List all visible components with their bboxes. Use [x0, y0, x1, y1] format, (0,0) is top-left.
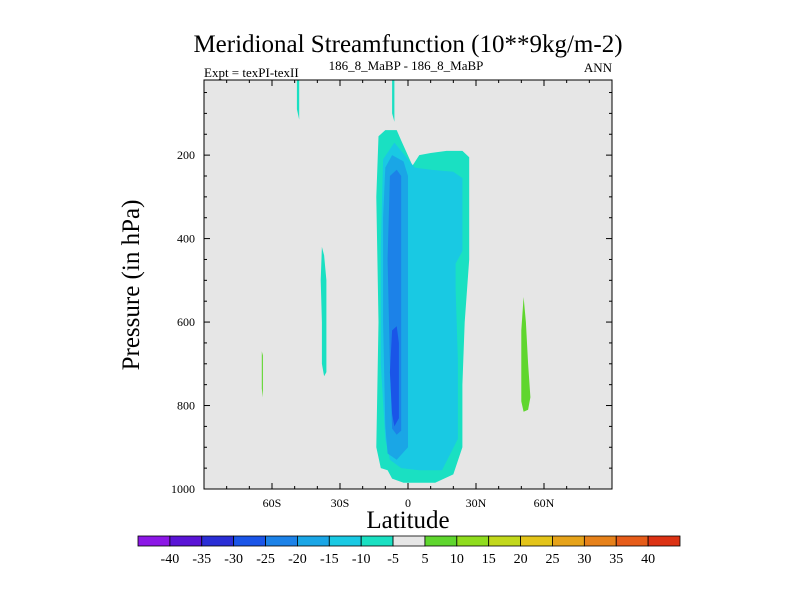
colorbar-tick-label: -35 [192, 552, 211, 567]
y-axis-ticks: 200 400 600 800 1000 [171, 92, 612, 496]
colorbar-swatch [392, 535, 426, 547]
colorbar-swatch [297, 535, 330, 547]
x-tick-label: 0 [405, 496, 411, 510]
x-tick-label: 60S [263, 496, 282, 510]
colorbar-swatch [583, 535, 617, 547]
colorbar-tick-label: -30 [224, 552, 243, 567]
colorbar-tick-label: 5 [421, 552, 428, 567]
x-tick-label: 60N [534, 496, 555, 510]
x-axis-label: Latitude [366, 507, 449, 534]
colorbar-swatch [424, 535, 458, 547]
colorbar-swatch [265, 535, 298, 547]
y-tick-label: 800 [177, 399, 195, 413]
chart-title: Meridional Streamfunction (10**9kg/m-2) [193, 31, 622, 58]
contour-region [389, 326, 399, 427]
colorbar-tick-label: 30 [577, 552, 591, 567]
contour-region [261, 351, 263, 398]
y-axis-label: Pressure (in hPa) [118, 200, 145, 371]
y-tick-label: 200 [177, 148, 195, 162]
y-tick-label: 600 [177, 315, 195, 329]
colorbar-tick-label: -10 [352, 552, 371, 567]
subtitle-left: Expt = texPI-texII [204, 65, 299, 80]
colorbar-tick-label: 10 [450, 552, 464, 567]
x-tick-label: 30S [331, 496, 350, 510]
contour-region [296, 80, 300, 120]
colorbar-tick-label: -40 [161, 552, 180, 567]
colorbar-swatch [233, 535, 266, 547]
subtitle-right: ANN [584, 60, 613, 75]
colorbar-swatch [201, 535, 235, 547]
colorbar-tick-label: 20 [514, 552, 528, 567]
colorbar-tick-label: -25 [256, 552, 275, 567]
x-axis-ticks: 60S 30S 0 30N 60N [226, 80, 590, 510]
colorbar-swatch [137, 535, 171, 547]
colorbar-swatch [488, 535, 521, 547]
colorbar-swatch [552, 535, 585, 547]
contour-regions [261, 80, 531, 483]
x-tick-label: 30N [466, 496, 487, 510]
contour-region [320, 246, 327, 377]
colorbar-swatch [328, 535, 362, 547]
colorbar-swatch [647, 535, 681, 547]
y-tick-label: 400 [177, 232, 195, 246]
colorbar-swatch [360, 535, 394, 547]
colorbar: -40 -35 -30 -25 -20 -15 -10 -5 5 10 15 20 25 30 35 40 [137, 535, 681, 567]
contour-region [521, 297, 531, 412]
colorbar-tick-label: 25 [545, 552, 559, 567]
colorbar-swatch [615, 535, 649, 547]
colorbar-tick-label: 40 [641, 552, 655, 567]
colorbar-tick-label: -5 [387, 552, 399, 567]
subtitle-center: 186_8_MaBP - 186_8_MaBP [329, 58, 484, 73]
y-tick-label: 1000 [171, 482, 195, 496]
colorbar-tick-label: -20 [288, 552, 307, 567]
colorbar-swatch [520, 535, 553, 547]
colorbar-tick-label: 15 [482, 552, 496, 567]
contour-region [392, 80, 395, 122]
colorbar-tick-label: 35 [609, 552, 623, 567]
colorbar-swatch [169, 535, 203, 547]
colorbar-swatch [456, 535, 490, 547]
colorbar-tick-label: -15 [320, 552, 339, 567]
